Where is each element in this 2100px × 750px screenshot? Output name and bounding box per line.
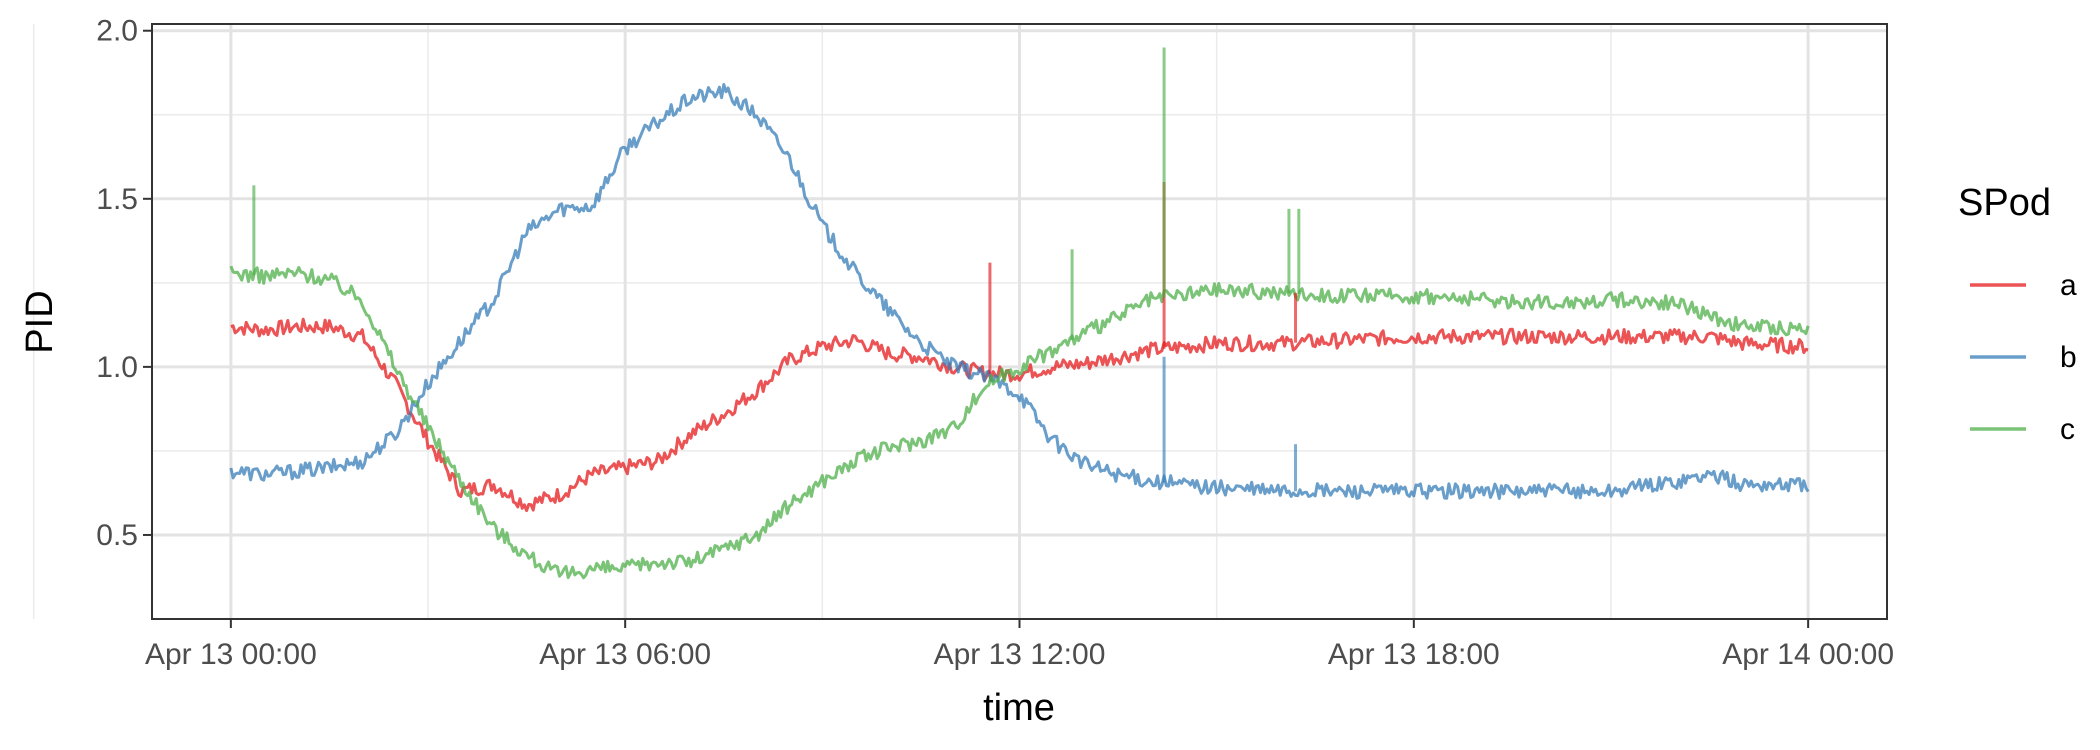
y-axis-title: PID (19, 290, 61, 353)
x-tick-label: Apr 13 06:00 (539, 638, 711, 671)
x-tick-label: Apr 13 12:00 (934, 638, 1106, 671)
legend-label-b: b (2060, 341, 2077, 374)
y-tick-label: 1.0 (96, 351, 138, 384)
legend-label-a: a (2060, 269, 2077, 302)
x-tick-label: Apr 13 18:00 (1328, 638, 1500, 671)
y-tick-label: 2.0 (96, 15, 138, 48)
legend-title: SPod (1958, 182, 2051, 224)
series-line-a (230, 317, 1809, 513)
series-layer (229, 47, 1810, 580)
grid (32, 24, 1887, 619)
axes: Apr 13 00:00 Apr 13 06:00 Apr 13 12:00 Apr … (96, 15, 1894, 671)
y-tick-label: 1.5 (96, 183, 138, 216)
legend: SPod a b c (1958, 182, 2077, 446)
legend-label-c: c (2060, 413, 2075, 446)
series-line-c (229, 265, 1810, 580)
x-axis-title: time (983, 687, 1055, 729)
x-tick-label: Apr 14 00:00 (1722, 638, 1894, 671)
y-tick-label: 0.5 (96, 519, 138, 552)
x-tick-label: Apr 13 00:00 (145, 638, 317, 671)
series-line-b (229, 83, 1810, 500)
